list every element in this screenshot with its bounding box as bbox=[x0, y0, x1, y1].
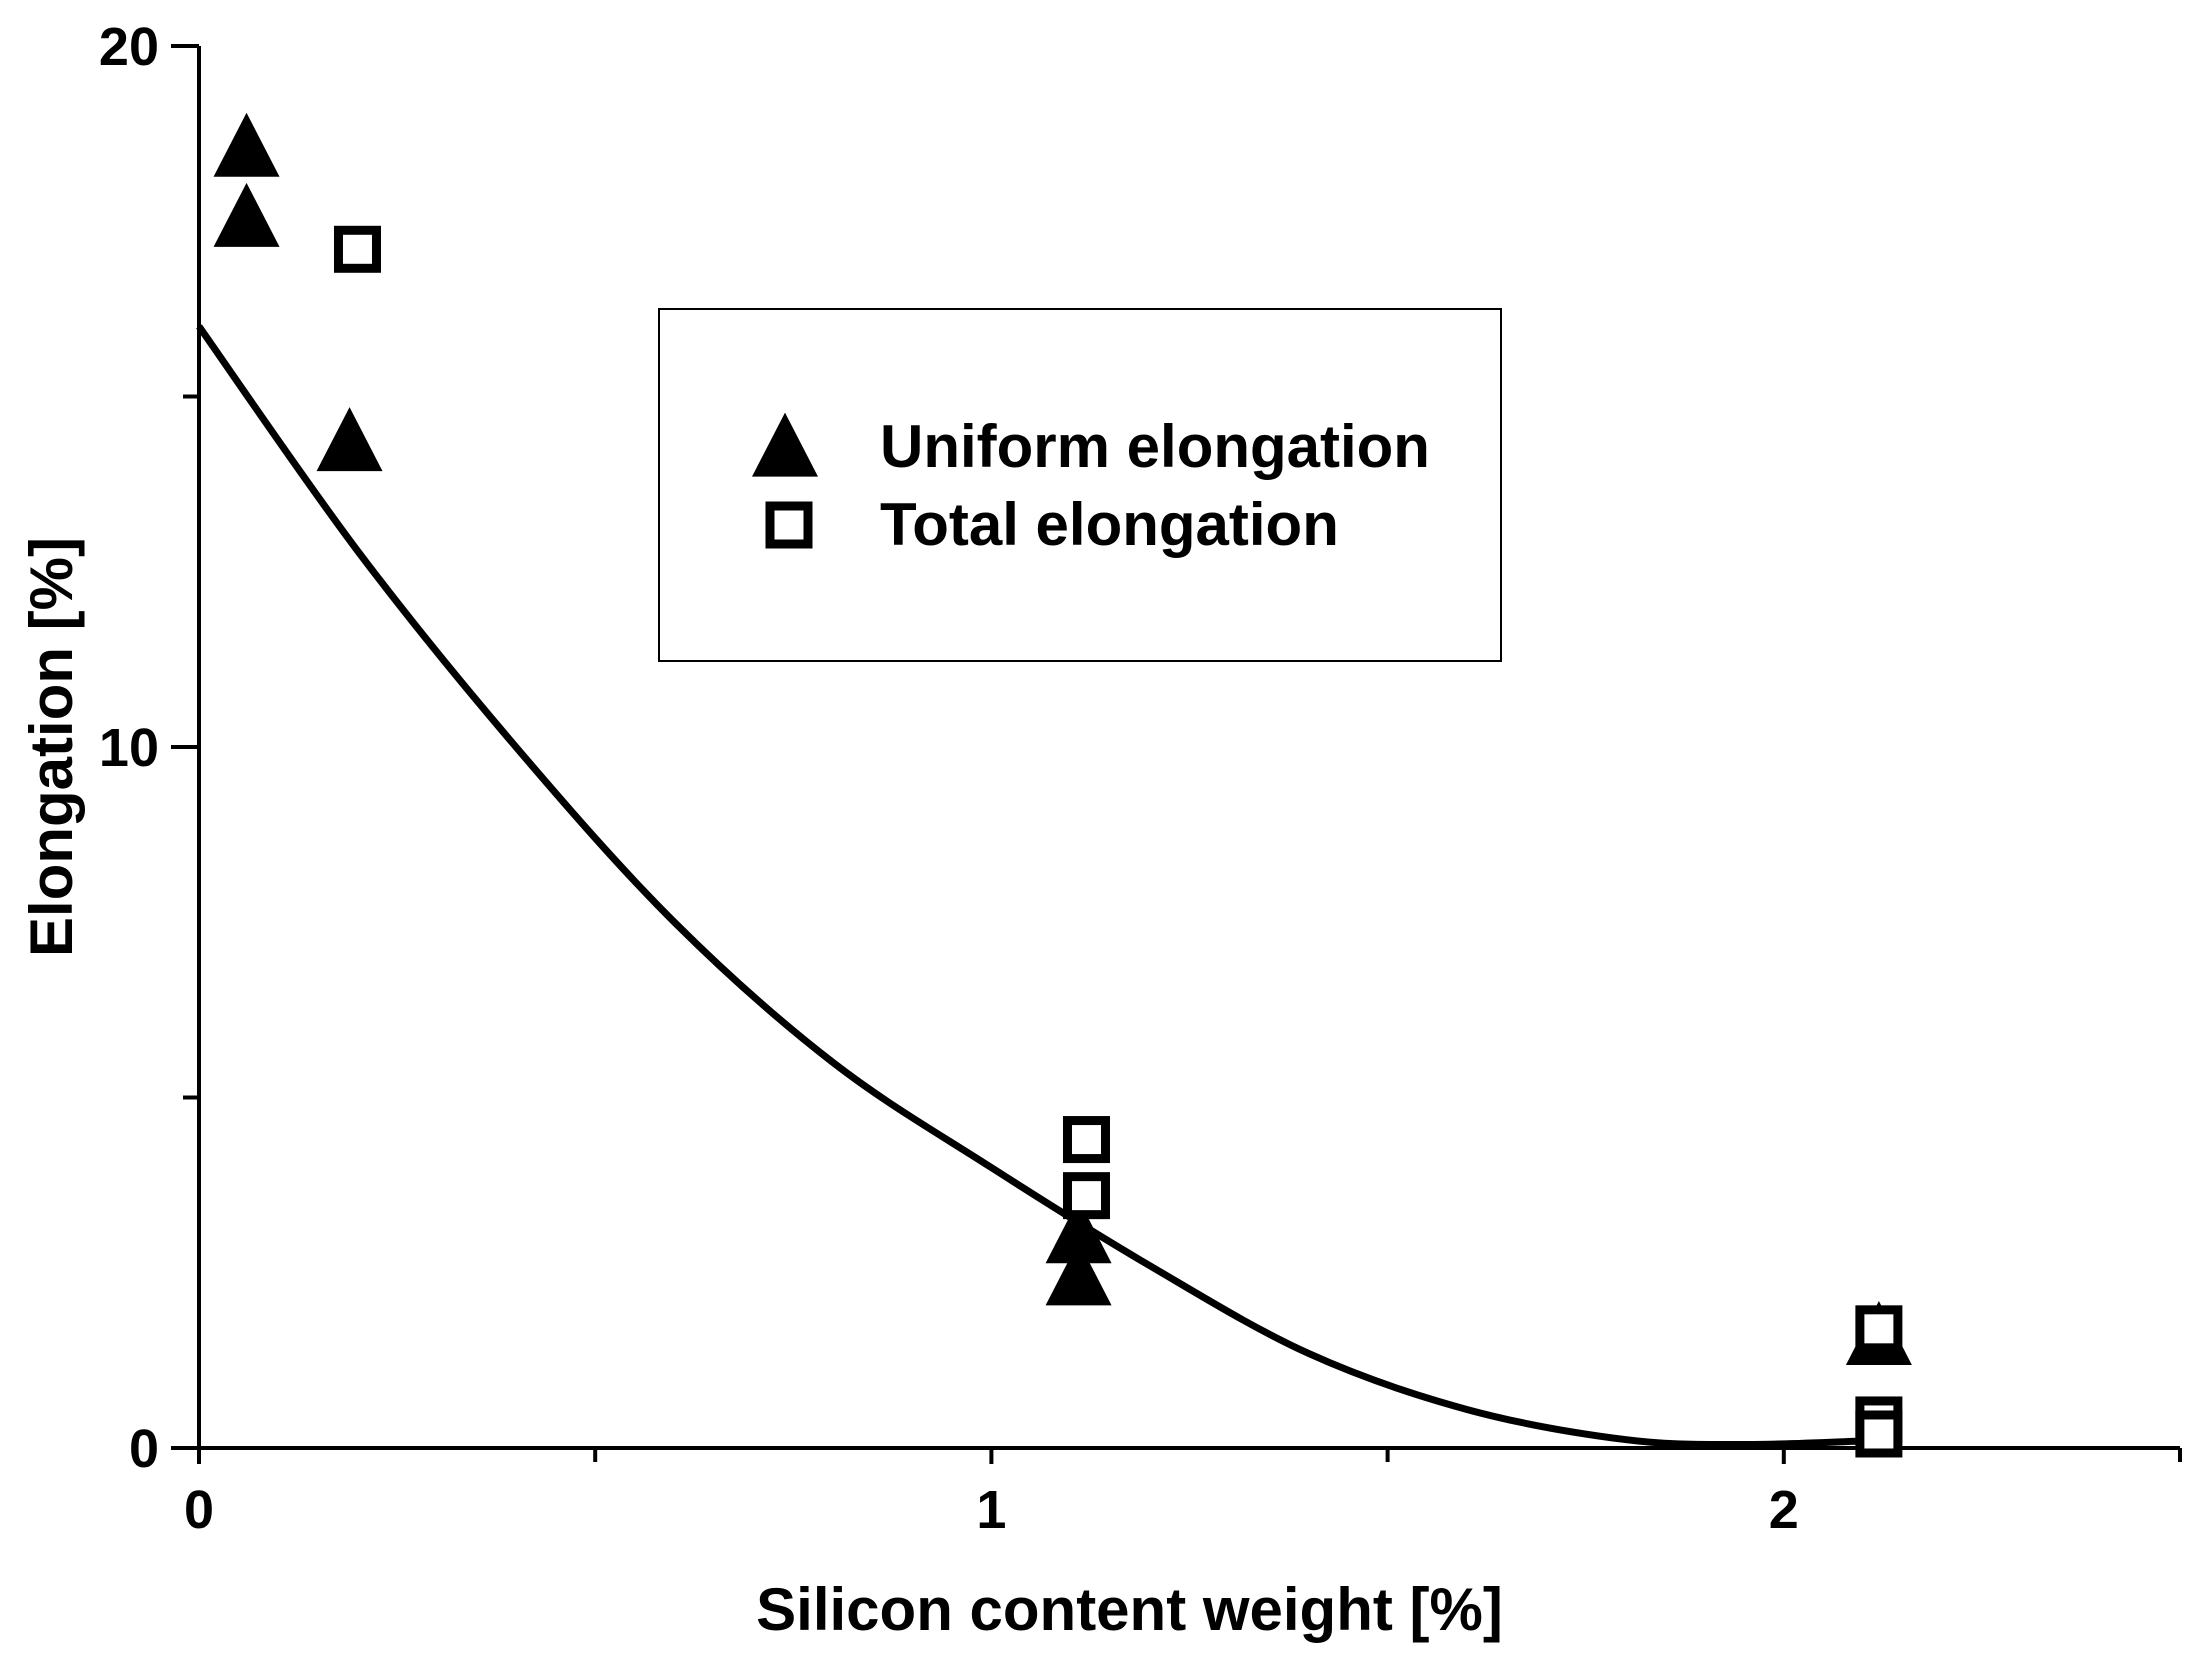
legend-triangle-icon bbox=[752, 412, 818, 477]
y-tick-label: 10 bbox=[99, 718, 159, 778]
total-elongation-point bbox=[1855, 1410, 1903, 1458]
fit-curve-layer bbox=[196, 324, 1864, 1448]
uniform-elongation-point bbox=[316, 407, 383, 472]
uniform-elongation-point bbox=[1045, 1241, 1112, 1306]
total-elongation-point bbox=[1855, 1305, 1903, 1353]
legend: Uniform elongation Total elongation bbox=[658, 308, 1502, 662]
total-elongation-point bbox=[333, 225, 381, 273]
y-axis-title: Elongation [%] bbox=[18, 537, 85, 957]
legend-label: Uniform elongation bbox=[880, 413, 1430, 480]
total-elongation-point bbox=[1062, 1172, 1110, 1220]
data-points-layer bbox=[213, 112, 1912, 1458]
total-elongation-point bbox=[1062, 1116, 1110, 1164]
x-tick-label: 1 bbox=[976, 1480, 1006, 1540]
uniform-elongation-point bbox=[213, 112, 280, 177]
legend-square-icon bbox=[765, 501, 813, 549]
x-axis-title: Silicon content weight [%] bbox=[756, 1576, 1503, 1643]
x-tick-label: 2 bbox=[1769, 1480, 1799, 1540]
y-tick-label: 0 bbox=[129, 1419, 159, 1479]
y-tick-label: 20 bbox=[99, 17, 159, 77]
uniform-elongation-point bbox=[213, 182, 280, 247]
legend-box bbox=[658, 308, 1502, 662]
fit-curve bbox=[196, 324, 1864, 1448]
legend-label: Total elongation bbox=[880, 491, 1339, 558]
x-tick-label: 0 bbox=[184, 1480, 214, 1540]
uniform-elongation-point bbox=[1045, 1199, 1112, 1264]
